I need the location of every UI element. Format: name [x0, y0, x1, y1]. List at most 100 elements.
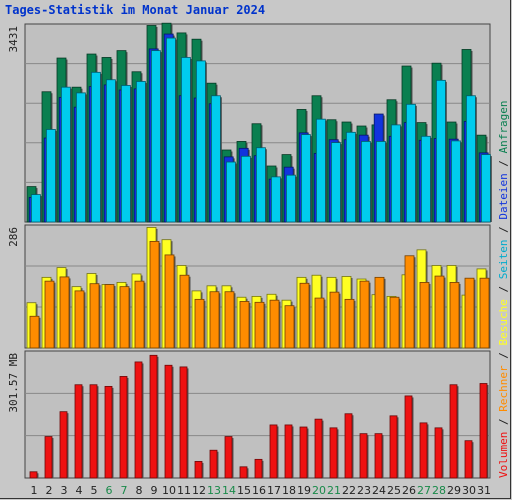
x-label-day-13: 13	[207, 484, 221, 497]
x-label-day-19: 19	[297, 484, 311, 497]
bar-seiten-day-10	[165, 37, 176, 223]
bar-volumen-day-28	[434, 427, 443, 479]
legend-item-besuche: Besuche	[497, 299, 510, 345]
bar-seiten-day-24	[375, 141, 386, 223]
legend: Volumen / Rechner / Besuche / Seiten / D…	[497, 100, 510, 478]
bar-volumen-day-10	[164, 364, 173, 479]
bar-seiten-day-3	[61, 86, 71, 223]
bar-rechner-day-8	[134, 280, 145, 349]
bar-volumen-day-2	[44, 436, 53, 479]
bar-rechner-day-20	[314, 297, 325, 349]
bar-volumen-day-12	[194, 461, 203, 479]
bar-seiten-day-14	[225, 161, 236, 223]
bar-volumen-day-31	[479, 383, 488, 479]
bar-seiten-day-7	[121, 85, 131, 223]
bar-volumen-day-25	[389, 415, 398, 479]
bar-seiten-day-12	[195, 60, 206, 223]
bar-rechner-day-28	[434, 275, 445, 349]
bar-seiten-day-11	[180, 57, 191, 223]
bar-rechner-day-30	[464, 277, 475, 349]
legend-item-volumen: Volumen	[497, 432, 510, 478]
bar-rechner-day-14	[224, 291, 235, 349]
legend-separator: /	[497, 153, 510, 173]
bar-seiten-day-15	[240, 155, 251, 223]
bar-seiten-day-9	[150, 50, 161, 223]
legend-item-seiten: Seiten	[497, 240, 510, 280]
y-axis-max-label: 286	[7, 227, 20, 247]
bar-rechner-day-3	[59, 276, 70, 349]
x-label-day-21: 21	[327, 484, 341, 497]
x-label-day-28: 28	[432, 484, 446, 497]
x-label-day-18: 18	[282, 484, 296, 497]
x-label-day-14: 14	[222, 484, 236, 497]
x-label-day-17: 17	[267, 484, 281, 497]
bar-volumen-day-13	[209, 449, 218, 479]
bar-rechner-day-9	[149, 240, 160, 349]
bar-seiten-day-25	[390, 124, 401, 223]
bar-seiten-day-23	[360, 141, 371, 223]
bar-seiten-day-28	[435, 79, 446, 223]
bar-volumen-day-24	[374, 433, 383, 479]
legend-separator: /	[497, 412, 510, 432]
x-label-day-11: 11	[177, 484, 191, 497]
legend-separator: /	[497, 346, 510, 366]
bar-rechner-day-25	[389, 296, 400, 349]
x-label-day-23: 23	[357, 484, 371, 497]
bar-volumen-day-30	[464, 440, 473, 479]
bar-rechner-day-26	[404, 255, 415, 349]
bar-seiten-day-1	[30, 194, 41, 223]
x-label-day-27: 27	[417, 484, 431, 497]
x-label-day-4: 4	[76, 484, 83, 497]
x-label-day-29: 29	[447, 484, 461, 497]
bar-volumen-day-4	[74, 384, 83, 479]
bar-seiten-day-26	[405, 103, 416, 223]
bar-volumen-day-8	[134, 361, 143, 479]
bar-rechner-day-4	[74, 290, 85, 349]
bar-seiten-day-22	[345, 131, 356, 223]
x-label-day-3: 3	[61, 484, 68, 497]
bar-rechner-day-5	[89, 283, 100, 349]
bar-volumen-day-23	[359, 433, 368, 479]
x-label-day-2: 2	[46, 484, 53, 497]
bar-rechner-day-12	[194, 298, 205, 349]
bar-seiten-day-18	[285, 174, 296, 223]
bar-volumen-day-15	[239, 466, 248, 479]
x-label-day-7: 7	[121, 484, 128, 497]
bar-seiten-day-31	[480, 154, 491, 223]
chart-title: Tages-Statistik im Monat Januar 2024	[5, 3, 266, 17]
bar-volumen-day-7	[119, 376, 128, 479]
bar-volumen-day-29	[449, 384, 458, 479]
bar-rechner-day-22	[344, 298, 355, 349]
legend-item-dateien: Dateien	[497, 173, 510, 219]
bar-volumen-day-19	[299, 426, 308, 479]
bar-volumen-day-14	[224, 436, 233, 479]
bar-seiten-day-5	[91, 71, 101, 223]
bar-seiten-day-2	[46, 129, 56, 223]
bar-rechner-day-16	[254, 301, 265, 349]
bar-rechner-day-29	[449, 282, 460, 349]
bar-rechner-day-19	[299, 282, 310, 349]
x-label-day-8: 8	[136, 484, 143, 497]
bar-volumen-day-5	[89, 384, 98, 479]
bar-seiten-day-17	[270, 176, 281, 223]
bar-volumen-day-3	[59, 411, 68, 479]
x-label-day-1: 1	[31, 484, 38, 497]
bar-seiten-day-19	[300, 134, 311, 223]
bar-volumen-day-22	[344, 413, 353, 479]
bar-rechner-day-27	[419, 282, 430, 349]
bar-volumen-day-16	[254, 458, 263, 479]
bar-rechner-day-2	[44, 280, 55, 349]
bar-seiten-day-6	[106, 79, 116, 223]
bar-seiten-day-29	[450, 140, 461, 223]
bar-volumen-day-11	[179, 366, 188, 479]
bar-rechner-day-21	[329, 291, 340, 349]
bar-volumen-day-20	[314, 418, 323, 479]
bar-rechner-day-13	[209, 291, 220, 349]
bar-rechner-day-7	[119, 286, 130, 349]
bar-volumen-day-27	[419, 422, 428, 479]
bar-rechner-day-11	[179, 274, 190, 349]
bar-seiten-day-20	[315, 118, 326, 223]
bar-rechner-day-15	[239, 301, 250, 349]
